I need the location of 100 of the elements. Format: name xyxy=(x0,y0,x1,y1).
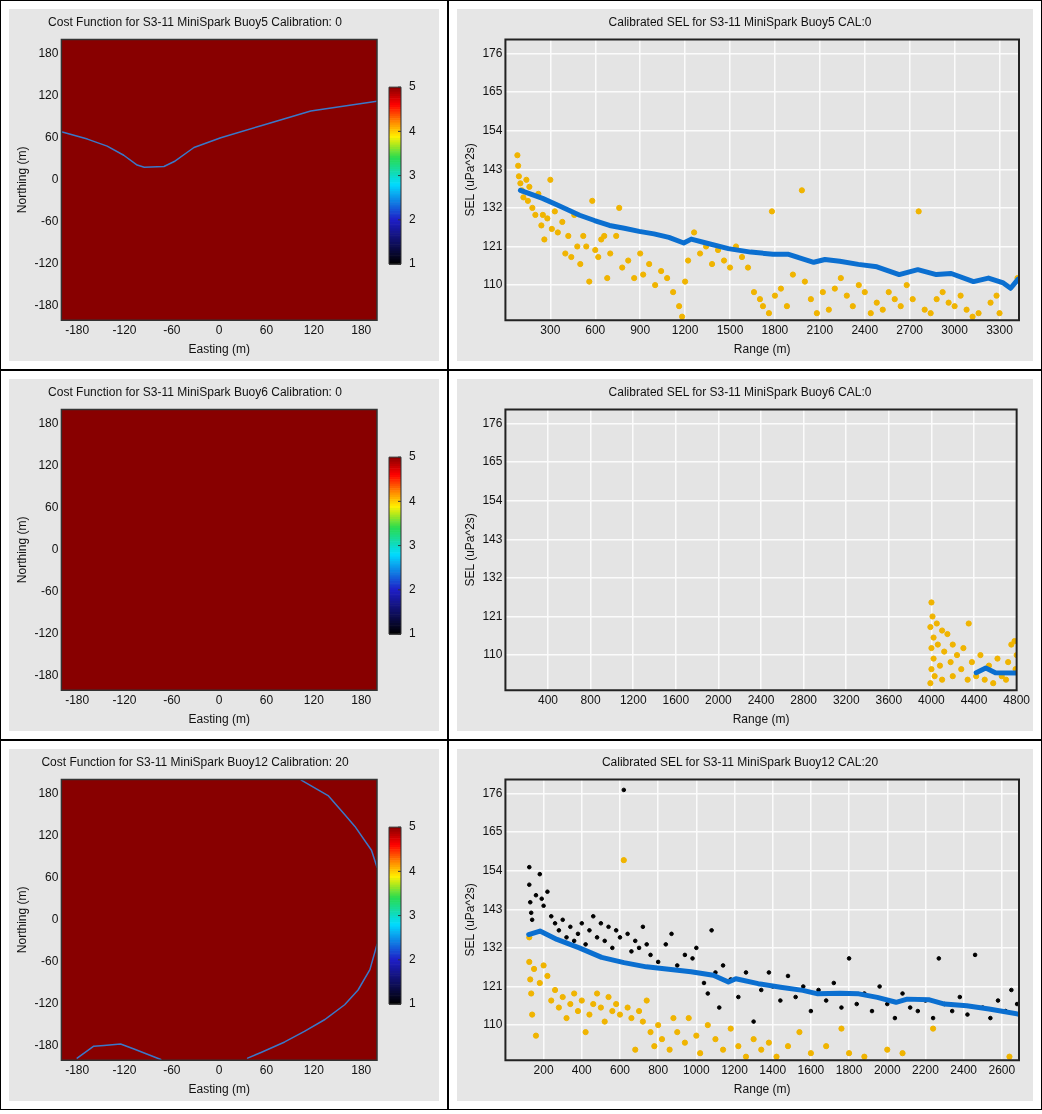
x-tick-label: 1000 xyxy=(682,1062,711,1077)
x-axis-title: Range (m) xyxy=(733,342,791,357)
x-tick-label: 600 xyxy=(585,322,606,337)
x-tick-label: 0 xyxy=(215,322,223,337)
y-tick-label: 165 xyxy=(482,84,503,99)
x-tick-label: 3200 xyxy=(832,692,860,707)
x-tick-label: 2000 xyxy=(705,692,733,707)
x-tick-label: 4400 xyxy=(960,692,988,707)
x-tick-label: 1200 xyxy=(721,1062,749,1077)
y-tick-label: 143 xyxy=(482,901,503,916)
y-tick-label: -120 xyxy=(34,996,59,1011)
color-bar-label: 3 xyxy=(409,167,416,182)
y-axis-title: Northing (m) xyxy=(14,146,29,214)
y-tick-label: 180 xyxy=(38,45,59,60)
chart-title: Cost Function for S3-11 MiniSpark Buoy12 Calibration: 20 xyxy=(41,754,349,769)
x-tick-label: 1800 xyxy=(761,322,789,337)
x-tick-label: -180 xyxy=(65,322,90,337)
y-tick-label: 132 xyxy=(482,200,503,215)
y-tick-label: -60 xyxy=(41,954,59,969)
x-tick-label: 120 xyxy=(303,322,325,337)
x-tick-label: 2400 xyxy=(950,1062,978,1077)
color-bar-label: 1 xyxy=(409,626,416,641)
color-bar-label: 5 xyxy=(409,449,416,464)
x-tick-label: 180 xyxy=(351,692,372,707)
y-tick-label: 110 xyxy=(483,1017,503,1032)
y-axis-title: Northing (m) xyxy=(14,516,29,584)
y-tick-label: 0 xyxy=(51,172,59,187)
x-tick-label: 2100 xyxy=(806,322,834,337)
x-tick-label: -60 xyxy=(163,1062,181,1077)
y-tick-label: 132 xyxy=(482,940,503,955)
y-tick-label: 121 xyxy=(482,978,503,993)
x-tick-label: -180 xyxy=(65,692,90,707)
x-tick-label: -60 xyxy=(163,692,181,707)
x-tick-label: 2700 xyxy=(896,322,924,337)
y-tick-label: 132 xyxy=(482,570,503,585)
y-tick-label: 143 xyxy=(482,161,503,176)
x-tick-label: 1500 xyxy=(716,322,744,337)
x-tick-label: 4800 xyxy=(1003,692,1031,707)
x-tick-label: -120 xyxy=(112,692,137,707)
y-tick-label: 165 xyxy=(482,824,503,839)
x-tick-label: 2400 xyxy=(851,322,879,337)
y-axis-title: SEL (uPa^2s) xyxy=(462,883,477,957)
color-bar-label: 4 xyxy=(409,123,416,138)
x-tick-label: 1800 xyxy=(835,1062,863,1077)
y-tick-label: 176 xyxy=(482,785,503,800)
x-tick-label: 2400 xyxy=(747,692,775,707)
x-tick-label: 0 xyxy=(215,1062,223,1077)
y-tick-label: 60 xyxy=(45,869,59,884)
x-tick-label: 1200 xyxy=(671,322,699,337)
chart-title: Cost Function for S3-11 MiniSpark Buoy6 Calibration: 0 xyxy=(48,384,343,399)
x-tick-label: 400 xyxy=(571,1062,593,1077)
color-bar-label: 3 xyxy=(409,907,416,922)
x-tick-label: 180 xyxy=(351,1062,372,1077)
y-tick-label: 0 xyxy=(51,912,59,927)
color-bar-label: 2 xyxy=(409,582,416,597)
y-tick-label: 180 xyxy=(38,785,59,800)
color-bar-label: 3 xyxy=(409,537,416,552)
y-tick-label: -120 xyxy=(34,626,59,641)
x-tick-label: 2600 xyxy=(988,1062,1016,1077)
x-tick-label: 1400 xyxy=(759,1062,787,1077)
y-axis-title: SEL (uPa^2s) xyxy=(462,513,477,587)
x-tick-label: -180 xyxy=(65,1062,90,1077)
y-tick-label: 176 xyxy=(482,415,503,430)
x-tick-label: 3600 xyxy=(875,692,903,707)
y-tick-label: 121 xyxy=(482,238,503,253)
x-tick-label: 200 xyxy=(533,1062,554,1077)
x-axis-title: Range (m) xyxy=(733,1082,791,1097)
x-tick-label: 60 xyxy=(259,322,274,337)
x-tick-label: 1600 xyxy=(662,692,690,707)
y-tick-label: 121 xyxy=(482,608,503,623)
y-tick-label: 0 xyxy=(51,542,59,557)
x-tick-label: 4000 xyxy=(918,692,946,707)
x-tick-label: 800 xyxy=(580,692,601,707)
x-tick-label: 2200 xyxy=(912,1062,940,1077)
color-bar-label: 1 xyxy=(409,256,416,271)
y-tick-label: 120 xyxy=(38,87,59,102)
y-tick-label: 60 xyxy=(45,129,59,144)
y-tick-label: 154 xyxy=(482,492,503,507)
y-tick-label: 180 xyxy=(38,415,59,430)
x-axis-title: Easting (m) xyxy=(188,712,250,727)
x-tick-label: 600 xyxy=(609,1062,631,1077)
color-bar-label: 5 xyxy=(409,79,416,94)
y-tick-label: 120 xyxy=(38,457,59,472)
x-tick-label: 3300 xyxy=(986,322,1014,337)
x-axis-title: Easting (m) xyxy=(188,342,250,357)
y-tick-label: -120 xyxy=(34,256,59,271)
color-bar-label: 5 xyxy=(409,819,416,834)
x-tick-label: 120 xyxy=(303,1062,325,1077)
x-axis-title: Easting (m) xyxy=(188,1082,250,1097)
x-tick-label: 180 xyxy=(351,322,372,337)
chart-title: Cost Function for S3-11 MiniSpark Buoy5 Calibration: 0 xyxy=(48,14,343,29)
color-bar-label: 1 xyxy=(409,996,416,1011)
y-tick-label: -180 xyxy=(34,668,59,683)
y-axis-title: Northing (m) xyxy=(14,886,29,954)
y-tick-label: 176 xyxy=(482,45,503,60)
x-tick-label: 1200 xyxy=(619,692,647,707)
x-tick-label: 800 xyxy=(648,1062,669,1077)
y-axis-title: SEL (uPa^2s) xyxy=(462,143,477,217)
x-tick-label: 300 xyxy=(540,322,561,337)
x-axis-title: Range (m) xyxy=(732,712,790,727)
